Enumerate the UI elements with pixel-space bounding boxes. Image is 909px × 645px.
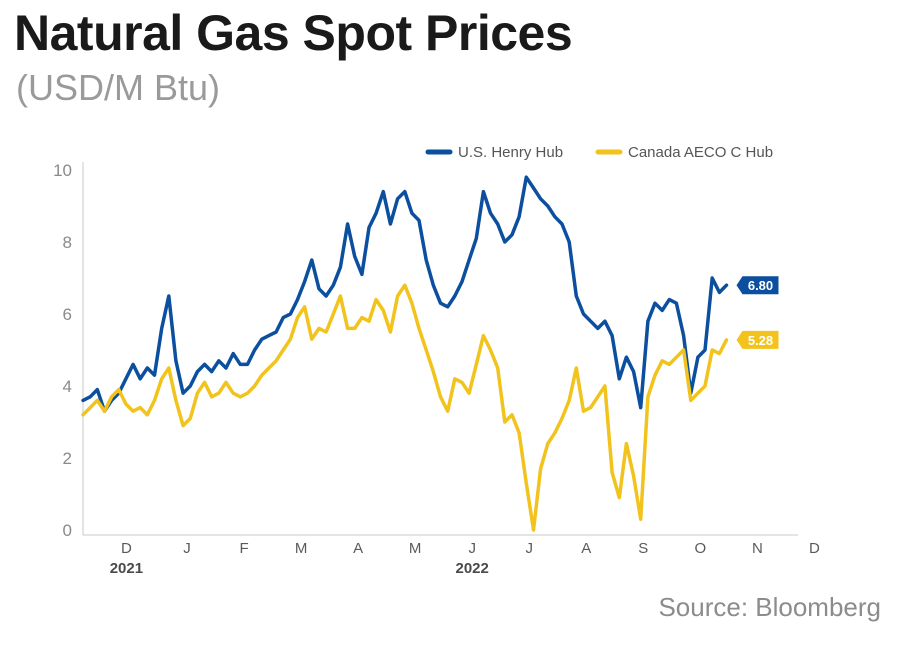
legend-label: Canada AECO C Hub — [628, 144, 773, 161]
x-month-label: F — [239, 540, 248, 557]
x-month-label: M — [409, 540, 422, 557]
end-labels: 6.80 5.28 — [736, 276, 779, 349]
series-line-aeco-c-hub — [81, 283, 729, 532]
source-note: Source: Bloomberg — [658, 592, 881, 622]
series-group — [81, 175, 729, 532]
y-tick-label: 4 — [63, 377, 72, 396]
y-axis: 0 2 4 6 8 10 — [53, 161, 84, 540]
x-month-label: O — [695, 540, 707, 557]
x-month-label: D — [809, 540, 820, 557]
x-month-label: S — [638, 540, 648, 557]
end-value-tag — [736, 276, 779, 295]
x-month-label: M — [295, 540, 308, 557]
x-month-label: A — [353, 540, 363, 557]
x-month-label: J — [525, 540, 533, 557]
end-value-tag — [736, 330, 779, 349]
legend: U.S. Henry Hub Canada AECO C Hub — [425, 144, 773, 161]
chart-subtitle: (USD/M Btu) — [16, 67, 221, 108]
y-tick-label: 0 — [63, 521, 72, 540]
x-axis: D J F M A M J J A S O N D 2021 2022 — [83, 534, 820, 577]
y-tick-label: 10 — [53, 161, 72, 180]
y-tick-label: 8 — [63, 233, 72, 252]
x-month-label: J — [468, 540, 476, 557]
y-tick-label: 2 — [63, 449, 72, 468]
chart-title: Natural Gas Spot Prices — [14, 5, 573, 61]
x-month-label: J — [183, 540, 191, 557]
x-month-label: D — [121, 540, 132, 557]
end-value-label: 6.80 — [748, 278, 773, 293]
series-line-henry-hub — [81, 175, 729, 413]
x-month-label: A — [581, 540, 591, 557]
x-year-label: 2021 — [110, 560, 143, 577]
x-year-label: 2022 — [456, 560, 489, 577]
legend-label: U.S. Henry Hub — [458, 144, 563, 161]
end-value-label: 5.28 — [748, 333, 773, 348]
x-month-label: N — [752, 540, 763, 557]
y-tick-label: 6 — [63, 305, 72, 324]
